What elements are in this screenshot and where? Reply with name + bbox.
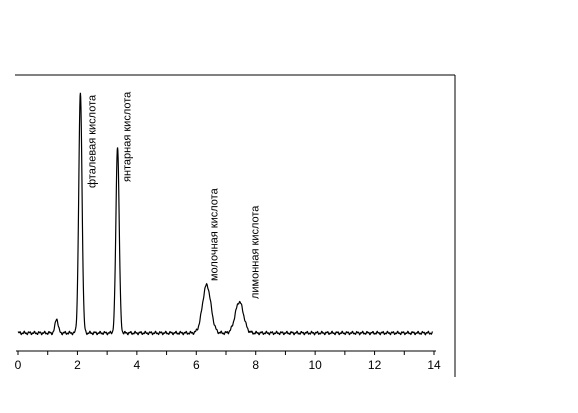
peak-labels: фталевая кислота янтарная кислота молочная…: [86, 91, 261, 299]
peak-label: молочная кислота: [209, 187, 221, 281]
plot-frame: [15, 74, 456, 377]
chromatogram-trace: [17, 92, 434, 336]
x-tick-label: 6: [193, 358, 200, 372]
x-tick-label: 0: [15, 358, 22, 372]
peak-label: янтарная кислота: [122, 91, 134, 182]
x-axis: 0 2 4 6 8 10 12 14: [15, 350, 441, 372]
peak-label: лимонная кислота: [249, 205, 261, 299]
x-tick-label: 8: [252, 358, 259, 372]
x-tick-label: 4: [134, 358, 141, 372]
x-tick-label: 14: [427, 358, 441, 372]
x-tick-label: 2: [74, 358, 81, 372]
x-tick-label: 10: [308, 358, 322, 372]
peak-label: фталевая кислота: [86, 94, 98, 188]
x-tick-label: 12: [368, 358, 382, 372]
chromatogram-trace-group: [17, 92, 434, 336]
